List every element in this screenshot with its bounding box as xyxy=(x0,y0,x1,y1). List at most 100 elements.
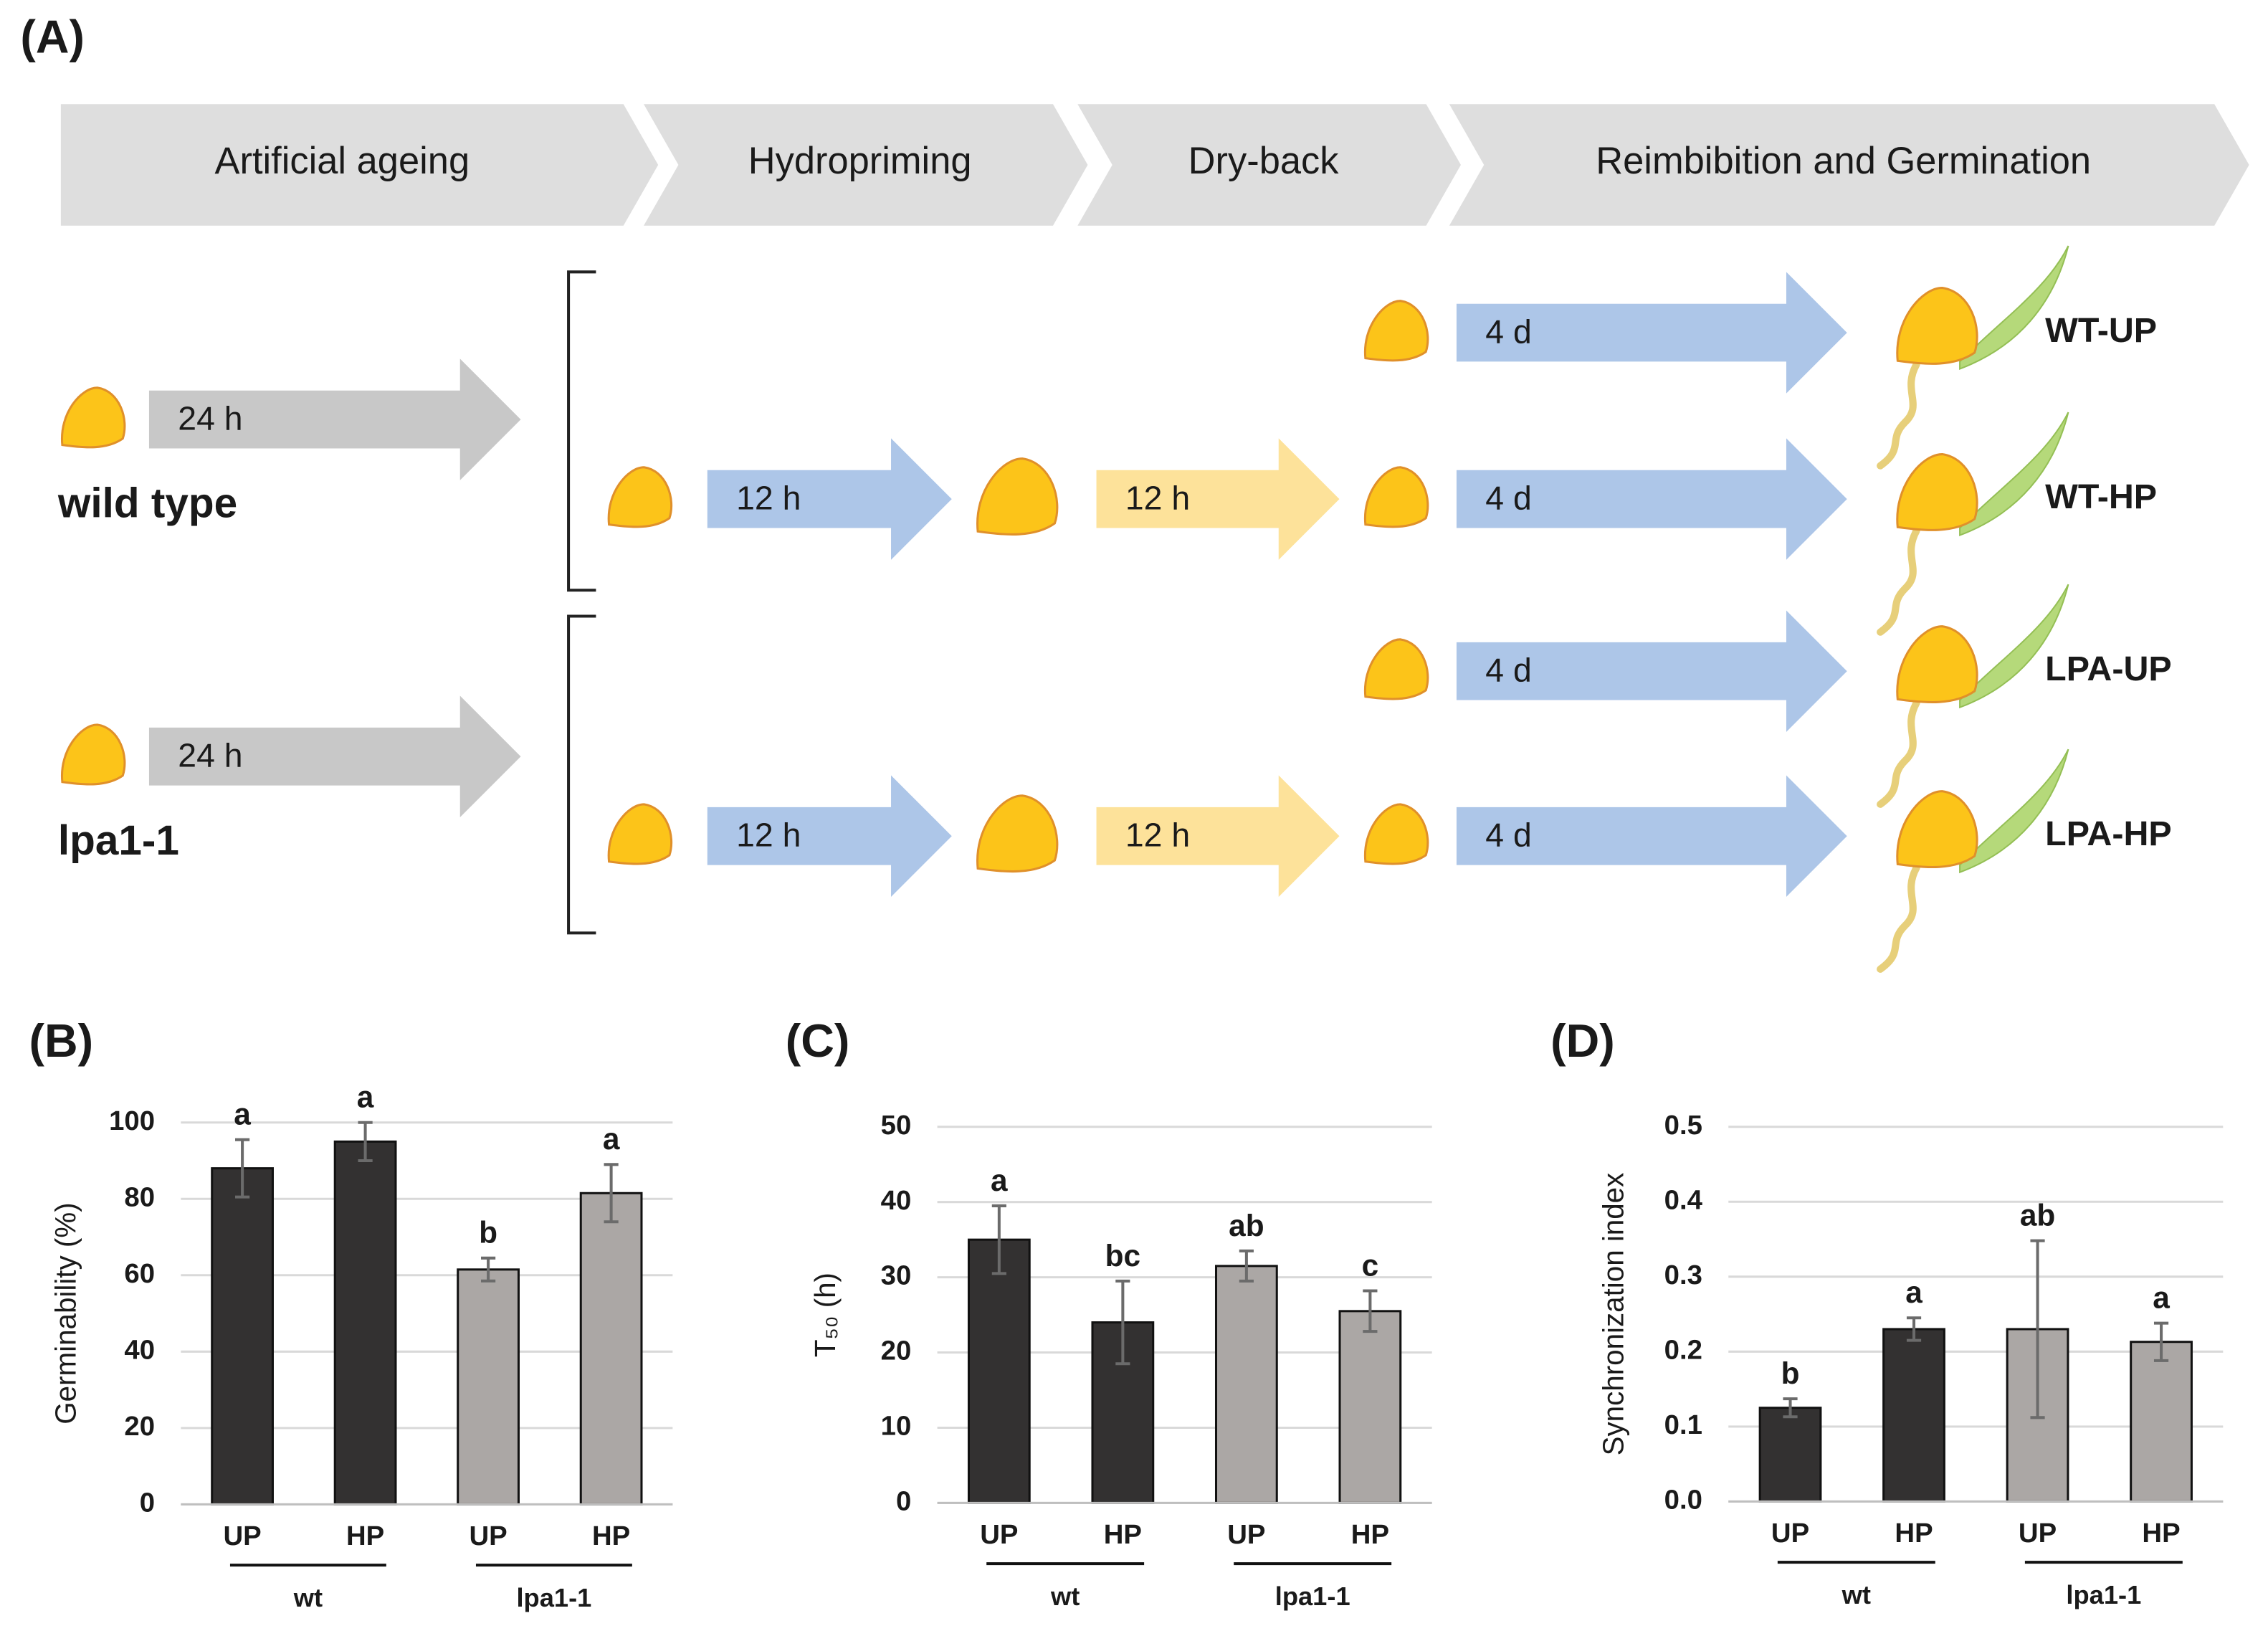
y-tick-label: 30 xyxy=(881,1260,912,1291)
error-bar xyxy=(481,1256,496,1283)
y-tick-label: 80 xyxy=(124,1181,155,1212)
error-bar xyxy=(1906,1316,1922,1342)
error-bar xyxy=(1239,1249,1254,1283)
arrow-label: 4 d xyxy=(1485,816,1532,853)
y-tick-label: 0.2 xyxy=(1664,1334,1702,1365)
x-tick-label: UP xyxy=(469,1521,507,1551)
arrow-label: 4 d xyxy=(1485,651,1532,688)
arrow xyxy=(1456,438,1847,560)
leaf xyxy=(1959,584,2069,709)
arrow-label: 24 h xyxy=(178,399,242,437)
y-axis-label: Synchronization index xyxy=(1597,1173,1630,1456)
bracket xyxy=(567,270,596,592)
seed xyxy=(1896,453,1978,531)
significance-label: a xyxy=(991,1164,1008,1197)
x-tick-label: UP xyxy=(1227,1519,1265,1550)
significance-label: a xyxy=(603,1122,620,1156)
leaf xyxy=(1959,412,2069,536)
arrow xyxy=(148,358,521,480)
error-bar xyxy=(1115,1279,1130,1366)
arrow-label: 4 d xyxy=(1485,479,1532,516)
bar xyxy=(1338,1310,1402,1504)
stage-chevron xyxy=(60,104,659,226)
error-bar xyxy=(991,1204,1006,1275)
panel-label: (D) xyxy=(1550,1015,1615,1067)
arrow xyxy=(1096,775,1340,897)
significance-label: a xyxy=(2153,1281,2170,1315)
arrow-label: 12 h xyxy=(1125,479,1190,516)
y-tick-label: 0.3 xyxy=(1664,1260,1702,1290)
stage-label: Artificial ageing xyxy=(215,141,470,182)
significance-label: ab xyxy=(2020,1199,2055,1232)
leaf xyxy=(1959,245,2069,370)
treatment-label: LPA-HP xyxy=(2045,814,2172,853)
error-bar xyxy=(358,1121,373,1163)
seed xyxy=(1896,790,1978,868)
group-label: wt xyxy=(293,1583,323,1612)
seed xyxy=(1896,625,1978,703)
root xyxy=(1877,864,1920,973)
arrow xyxy=(707,438,952,560)
group-label: wt xyxy=(1050,1582,1080,1611)
arrow xyxy=(148,695,521,817)
stage-chevron xyxy=(1077,104,1461,226)
x-tick-label: UP xyxy=(2019,1518,2057,1549)
y-tick-label: 0 xyxy=(896,1485,911,1516)
seed xyxy=(1363,300,1429,362)
arrow xyxy=(1456,610,1847,732)
arrow-label: 12 h xyxy=(736,479,801,516)
bar xyxy=(1758,1407,1822,1503)
arrow-label: 12 h xyxy=(1125,816,1190,853)
treatment-label: WT-UP xyxy=(2045,311,2157,350)
error-bar xyxy=(2153,1321,2169,1362)
seed xyxy=(607,803,673,865)
x-tick-label: UP xyxy=(980,1519,1018,1550)
panel-label: (B) xyxy=(29,1015,93,1067)
stage-label: Hydropriming xyxy=(748,141,972,182)
significance-label: c xyxy=(1362,1248,1379,1282)
arrow xyxy=(1456,775,1847,897)
seed xyxy=(61,386,126,449)
bar xyxy=(579,1192,643,1506)
root xyxy=(1877,527,1920,636)
bar xyxy=(457,1268,520,1506)
y-tick-label: 0.4 xyxy=(1664,1184,1703,1215)
stage-chevron xyxy=(644,104,1088,226)
y-tick-label: 10 xyxy=(881,1411,912,1442)
genotype-label: lpa1-1 xyxy=(58,817,179,864)
genotype-label: wild type xyxy=(57,480,237,527)
arrow-label: 4 d xyxy=(1485,313,1532,350)
significance-label: a xyxy=(234,1098,251,1131)
bar xyxy=(333,1140,397,1506)
y-axis-label: Germinability (%) xyxy=(49,1202,82,1424)
treatment-label: WT-HP xyxy=(2045,477,2157,516)
significance-label: a xyxy=(1905,1275,1922,1309)
error-bar xyxy=(235,1138,250,1199)
root xyxy=(1877,699,1920,808)
group-label: lpa1-1 xyxy=(1275,1582,1350,1611)
y-tick-label: 40 xyxy=(881,1185,912,1216)
y-tick-label: 50 xyxy=(881,1110,912,1141)
seed xyxy=(976,794,1059,873)
error-bar xyxy=(2030,1239,2045,1419)
x-tick-label: HP xyxy=(1351,1519,1389,1550)
bracket xyxy=(567,614,596,935)
y-tick-label: 20 xyxy=(124,1411,155,1442)
bar xyxy=(211,1167,274,1506)
x-tick-label: HP xyxy=(346,1521,384,1551)
y-tick-label: 20 xyxy=(881,1336,912,1366)
arrow xyxy=(707,775,952,897)
y-axis-label: T₅₀ (h) xyxy=(809,1273,842,1357)
significance-label: bc xyxy=(1105,1239,1140,1273)
panel-label: (A) xyxy=(20,11,85,63)
stage-chevron xyxy=(1449,104,2249,226)
y-tick-label: 100 xyxy=(109,1105,155,1136)
bar xyxy=(1882,1328,1945,1503)
group-label: lpa1-1 xyxy=(516,1583,591,1612)
error-bar xyxy=(604,1163,619,1224)
group-label: wt xyxy=(1841,1580,1871,1609)
arrow xyxy=(1096,438,1340,560)
seed xyxy=(607,466,673,528)
